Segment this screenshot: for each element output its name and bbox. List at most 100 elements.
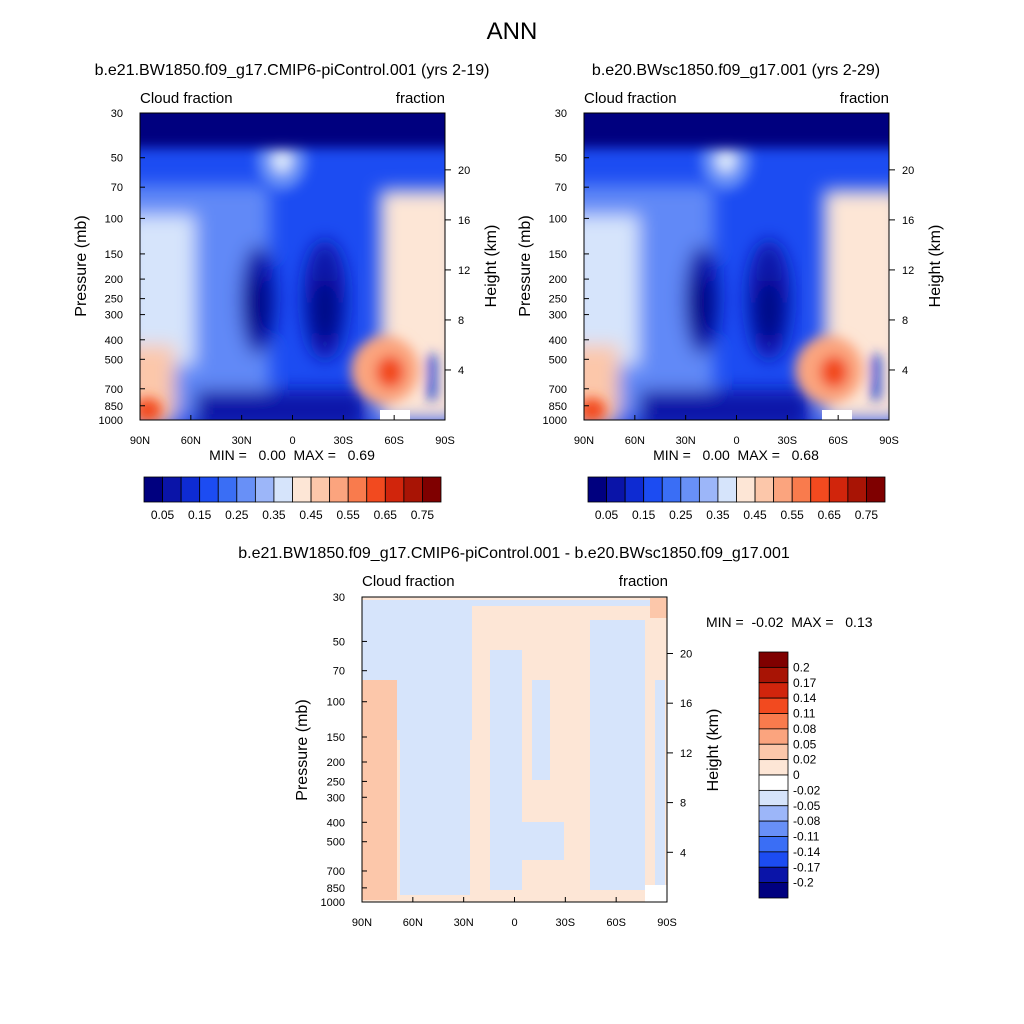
colorbar-label: -0.08 [793,814,821,828]
colorbar-box [199,476,219,503]
colorbar-label: 0.45 [299,508,323,522]
colorbar-box [236,476,256,503]
colorbar-label: 0.08 [793,722,817,736]
colorbar-box [754,476,775,503]
height-tick-label: 12 [680,748,692,760]
colorbar-label: 0 [793,768,800,782]
pressure-tick-label: 850 [327,883,345,895]
lat-tick-label: 60S [384,435,404,447]
colorbar-box [329,476,349,503]
panel-3-ylabel: Pressure (mb) [294,699,311,800]
colorbar-label: -0.05 [793,799,821,813]
panel-3-y2label: Height (km) [705,709,722,792]
height-tick-label: 20 [902,165,914,177]
panel-1-title: b.e21.BW1850.f09_g17.CMIP6-piControl.001… [94,62,490,79]
colorbar-label: 0.35 [262,508,286,522]
colorbar-label: 0.55 [781,508,805,522]
lat-tick-label: 0 [511,917,517,929]
pressure-tick-label: 50 [111,153,123,165]
pressure-tick-label: 200 [105,274,123,286]
panel-2-title: b.e20.BWsc1850.f09_g17.001 (yrs 2-29) [591,62,881,79]
pressure-tick-label: 30 [111,108,123,120]
panel-3-field [362,597,667,902]
colorbar-box [828,476,849,503]
colorbar-box [180,476,201,503]
pressure-tick-label: 200 [327,757,345,769]
colorbar-box [587,476,607,503]
height-tick-label: 12 [458,265,470,277]
panel-1-axes: 30 50 70 100 150 200 250 300 400 500 700 850 1000 20 1… [99,108,471,447]
colorbar-box [758,743,789,761]
height-tick-label: 12 [902,265,914,277]
colorbar-box [366,476,386,503]
colorbar-label: 0.05 [151,508,175,522]
colorbar-box [162,476,182,503]
panel-2-colorbar: 0.05 0.15 0.25 0.35 0.45 0.55 0.65 0.75 [587,476,886,522]
height-tick-label: 16 [458,215,470,227]
lat-tick-label: 30N [232,435,252,447]
colorbar-label: 0.65 [374,508,398,522]
pressure-tick-label: 100 [105,213,123,225]
lat-tick-label: 60N [181,435,201,447]
colorbar-label: 0.35 [706,508,730,522]
panel-2-axes: 30 50 70 100 150 200 250 300 400 500 700 850 1000 20 1… [543,108,915,447]
panel-3-right-label: fraction [619,573,668,590]
height-tick-label: 4 [458,365,464,377]
colorbar-box [758,774,789,791]
lat-tick-label: 30N [454,917,474,929]
colorbar-label: 0.15 [188,508,212,522]
pressure-tick-label: 150 [105,249,123,261]
height-tick-label: 8 [680,798,686,810]
panel-3-colorbar: 0.20.170.140.110.080.050.020-0.02-0.05-0… [758,651,821,899]
colorbar-label: 0.55 [337,508,361,522]
height-tick-label: 4 [680,847,686,859]
lat-tick-label: 60S [828,435,848,447]
colorbar-label: 0.02 [793,753,817,767]
panel-2-ylabel: Pressure (mb) [517,215,534,316]
colorbar-box [643,476,663,503]
colorbar-box [624,476,645,503]
colorbar-box [698,476,719,503]
lat-tick-label: 0 [289,435,295,447]
lat-tick-label: 30S [778,435,798,447]
colorbar-box [773,476,793,503]
colorbar-label: -0.11 [793,830,820,844]
colorbar-label: 0.75 [855,508,879,522]
colorbar-label: 0.65 [818,508,842,522]
height-tick-label: 8 [458,315,464,327]
panel-2-field [584,113,889,420]
lat-tick-label: 30S [334,435,354,447]
lat-tick-label: 90N [352,917,372,929]
panel-1-y2label: Height (km) [483,225,500,308]
panel-3-title: b.e21.BW1850.f09_g17.CMIP6-piControl.001… [238,545,790,562]
pressure-tick-label: 700 [549,384,567,396]
colorbar-box [758,682,789,699]
pressure-tick-label: 100 [327,697,345,709]
colorbar-label: 0.25 [225,508,249,522]
colorbar-box [758,805,789,822]
colorbar-box [758,820,789,837]
pressure-tick-label: 700 [327,866,345,878]
lat-tick-label: 90N [130,435,150,447]
pressure-tick-label: 70 [555,182,567,194]
colorbar-box [847,476,867,503]
colorbar-box [758,836,789,853]
colorbar-box [758,882,789,899]
colorbar-box [717,476,737,503]
colorbar-box [384,476,405,503]
colorbar-box [758,666,789,684]
colorbar-label: 0.05 [793,737,817,751]
pressure-tick-label: 1000 [543,415,567,427]
colorbar-label: 0.75 [411,508,435,522]
pressure-tick-label: 500 [327,837,345,849]
colorbar-box [791,476,812,503]
colorbar-box [758,651,789,668]
colorbar-label: 0.14 [793,691,817,705]
colorbar-box [143,476,163,503]
colorbar-label: -0.02 [793,783,821,797]
colorbar-box [422,476,442,503]
pressure-tick-label: 1000 [321,897,345,909]
figure-title: ANN [486,18,538,45]
lat-tick-label: 90S [657,917,677,929]
pressure-tick-label: 30 [555,108,567,120]
